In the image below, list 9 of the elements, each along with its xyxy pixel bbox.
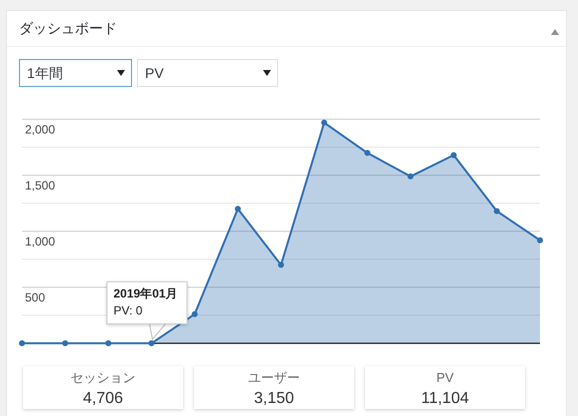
text: PV <box>145 65 164 81</box>
text: 1年間 <box>27 65 63 81</box>
annotation: 2019年01月 <box>114 286 178 300</box>
y-tick-label: 1,000 <box>25 234 56 248</box>
chart-title: ダッシュボード <box>19 20 117 36</box>
annotation: PV: 0 <box>114 303 143 318</box>
y-tick-label: 500 <box>25 290 46 304</box>
y-tick-label: 1,500 <box>25 178 56 192</box>
y-tick-label: 2,000 <box>25 122 56 136</box>
